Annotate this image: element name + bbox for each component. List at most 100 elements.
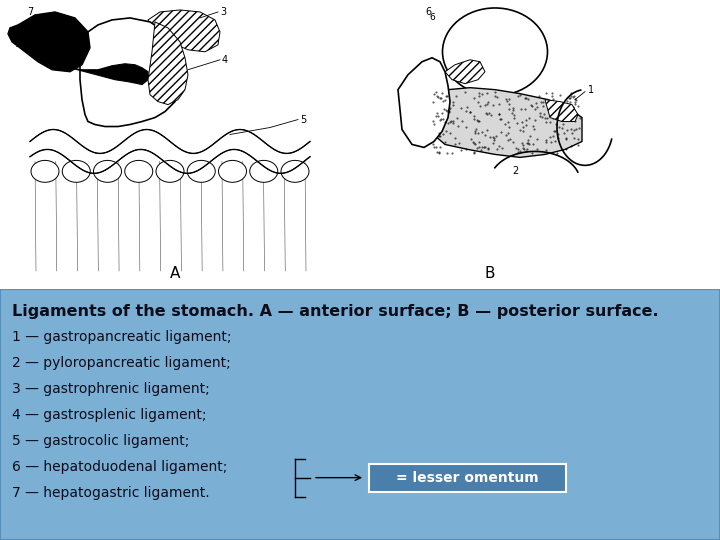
Polygon shape: [211, 144, 214, 161]
Polygon shape: [68, 134, 70, 161]
Polygon shape: [207, 147, 209, 165]
Polygon shape: [291, 152, 294, 171]
Polygon shape: [37, 134, 40, 152]
Polygon shape: [202, 151, 204, 168]
Text: = lesser omentum: = lesser omentum: [396, 471, 539, 485]
Polygon shape: [282, 153, 284, 173]
Text: 5: 5: [300, 114, 306, 125]
Polygon shape: [249, 132, 251, 157]
Polygon shape: [40, 133, 42, 151]
Polygon shape: [445, 60, 485, 84]
Polygon shape: [228, 132, 230, 151]
Ellipse shape: [443, 8, 547, 96]
Polygon shape: [185, 152, 188, 173]
Polygon shape: [47, 130, 49, 150]
Polygon shape: [51, 130, 53, 151]
Polygon shape: [86, 149, 89, 173]
Polygon shape: [230, 131, 233, 150]
Polygon shape: [190, 153, 192, 173]
Polygon shape: [199, 152, 202, 170]
Ellipse shape: [62, 160, 90, 183]
Polygon shape: [233, 130, 235, 150]
Polygon shape: [120, 143, 122, 160]
Polygon shape: [124, 139, 127, 156]
Polygon shape: [284, 153, 287, 173]
Polygon shape: [307, 141, 310, 159]
Polygon shape: [94, 152, 96, 173]
Polygon shape: [237, 130, 240, 150]
Text: 1: 1: [588, 85, 594, 94]
Text: 3: 3: [220, 7, 226, 17]
Polygon shape: [218, 138, 220, 156]
Polygon shape: [98, 153, 101, 173]
Polygon shape: [270, 147, 272, 172]
Polygon shape: [197, 152, 199, 171]
Polygon shape: [216, 140, 218, 157]
Polygon shape: [140, 130, 143, 150]
Polygon shape: [251, 133, 253, 158]
Text: 2: 2: [512, 166, 518, 177]
Polygon shape: [80, 18, 182, 126]
Ellipse shape: [125, 160, 153, 183]
Polygon shape: [159, 133, 162, 159]
Polygon shape: [242, 130, 244, 152]
Polygon shape: [60, 131, 63, 156]
Text: 4: 4: [222, 55, 228, 65]
Polygon shape: [131, 134, 133, 152]
Polygon shape: [279, 152, 282, 173]
Polygon shape: [148, 22, 188, 105]
Polygon shape: [35, 136, 37, 153]
Ellipse shape: [187, 160, 215, 183]
Ellipse shape: [31, 160, 59, 183]
Polygon shape: [183, 151, 185, 173]
Polygon shape: [63, 132, 66, 157]
Polygon shape: [42, 132, 44, 150]
Text: 6 — hepatoduodenal ligament;: 6 — hepatoduodenal ligament;: [12, 460, 228, 474]
Polygon shape: [263, 141, 265, 167]
Polygon shape: [192, 153, 194, 173]
Polygon shape: [162, 135, 164, 161]
Polygon shape: [44, 131, 47, 150]
Polygon shape: [275, 150, 277, 173]
Polygon shape: [220, 137, 223, 154]
Polygon shape: [133, 132, 136, 151]
Text: 3 — gastrophrenic ligament;: 3 — gastrophrenic ligament;: [12, 382, 210, 396]
Polygon shape: [171, 143, 174, 168]
Polygon shape: [56, 130, 58, 152]
Polygon shape: [150, 130, 153, 153]
Ellipse shape: [156, 160, 184, 183]
Ellipse shape: [218, 160, 246, 183]
Polygon shape: [240, 130, 242, 151]
Polygon shape: [253, 134, 256, 160]
Polygon shape: [89, 150, 91, 173]
Polygon shape: [258, 138, 261, 164]
Polygon shape: [214, 142, 216, 159]
Polygon shape: [117, 145, 120, 161]
Polygon shape: [70, 64, 148, 85]
Polygon shape: [166, 139, 168, 165]
Polygon shape: [79, 144, 82, 170]
Polygon shape: [75, 140, 77, 166]
Polygon shape: [110, 150, 112, 167]
Polygon shape: [84, 147, 86, 172]
Text: A: A: [170, 266, 180, 281]
Text: 7 — hepatogastric ligament.: 7 — hepatogastric ligament.: [12, 487, 210, 501]
Polygon shape: [176, 146, 179, 171]
Polygon shape: [256, 136, 258, 162]
Polygon shape: [82, 145, 84, 171]
Polygon shape: [265, 143, 268, 169]
Polygon shape: [194, 153, 197, 172]
Polygon shape: [168, 140, 171, 167]
Text: 2 — pyloropancreatic ligament;: 2 — pyloropancreatic ligament;: [12, 356, 230, 370]
Polygon shape: [277, 151, 279, 173]
Text: Ligaments of the stomach. A — anterior surface; B — posterior surface.: Ligaments of the stomach. A — anterior s…: [12, 305, 659, 320]
Polygon shape: [188, 153, 190, 173]
Polygon shape: [138, 131, 140, 150]
Polygon shape: [136, 131, 138, 150]
FancyBboxPatch shape: [369, 464, 566, 491]
Polygon shape: [148, 130, 150, 152]
Text: 6: 6: [425, 7, 431, 17]
Polygon shape: [305, 143, 307, 160]
Polygon shape: [174, 144, 176, 170]
Polygon shape: [148, 10, 220, 52]
